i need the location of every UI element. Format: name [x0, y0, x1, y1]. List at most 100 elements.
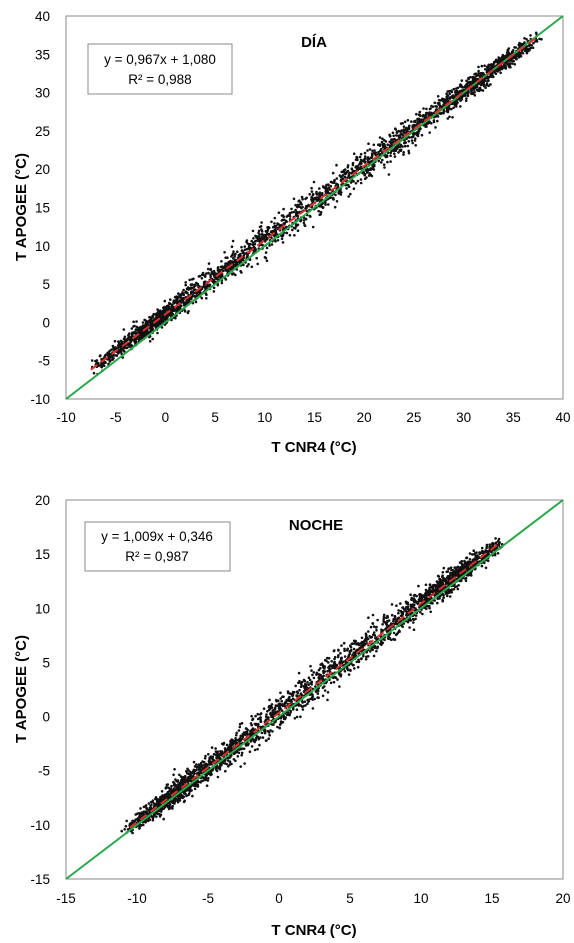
scatter-point — [290, 700, 293, 704]
scatter-point — [158, 309, 162, 313]
scatter-point — [415, 133, 419, 136]
scatter-point — [220, 281, 224, 285]
chart-dia: -10 -5 0 5 10 15 20 25 30 35 40 -10-50510152025303… — [13, 9, 571, 456]
scatter-point — [339, 651, 342, 655]
scatter-point — [117, 345, 121, 349]
scatter-point — [338, 685, 341, 688]
scatter-point — [412, 594, 416, 597]
scatter-point — [185, 299, 189, 303]
scatter-point — [281, 241, 285, 244]
scatter-point — [283, 218, 286, 222]
scatter-point — [436, 601, 439, 605]
scatter-point — [408, 626, 411, 629]
scatter-point — [156, 308, 159, 311]
scatter-point — [310, 190, 314, 193]
scatter-point — [459, 566, 462, 569]
scatter-point — [532, 41, 535, 45]
scatter-point — [290, 207, 293, 211]
scatter-point — [333, 666, 337, 670]
x-tick-label: 35 — [506, 410, 521, 425]
scatter-point — [488, 543, 492, 546]
scatter-point — [372, 631, 376, 634]
scatter-point — [184, 283, 187, 287]
scatter-point — [380, 639, 383, 643]
scatter-point — [224, 769, 227, 773]
scatter-point — [155, 815, 158, 818]
scatter-point — [417, 129, 421, 132]
scatter-point — [192, 294, 196, 298]
scatter-point — [152, 815, 155, 818]
scatter-point — [250, 714, 253, 718]
scatter-point — [390, 603, 394, 606]
scatter-point — [247, 742, 250, 746]
scatter-point — [295, 694, 298, 698]
y-tick-label: 0 — [42, 315, 50, 330]
scatter-point — [391, 131, 395, 135]
scatter-point — [151, 337, 154, 341]
scatter-point — [412, 134, 415, 138]
scatter-point — [139, 807, 142, 810]
scatter-point — [327, 203, 330, 206]
scatter-point — [159, 810, 163, 813]
scatter-point — [407, 149, 411, 153]
scatter-point — [436, 574, 440, 578]
scatter-point — [397, 151, 400, 154]
scatter-point — [501, 53, 505, 57]
scatter-point — [306, 205, 309, 208]
scatter-point — [306, 702, 309, 705]
scatter-point — [249, 242, 252, 246]
scatter-point — [362, 171, 366, 174]
scatter-point — [448, 115, 451, 119]
x-tick-label: 30 — [456, 410, 471, 425]
scatter-point — [493, 553, 497, 557]
scatter-point — [184, 281, 187, 284]
scatter-point — [282, 207, 285, 211]
scatter-point — [464, 576, 468, 580]
scatter-point — [434, 108, 438, 112]
scatter-point — [257, 231, 260, 235]
scatter-point — [523, 37, 526, 40]
scatter-point — [301, 705, 304, 709]
scatter-point — [292, 197, 296, 201]
scatter-point — [113, 347, 117, 350]
scatter-point — [154, 796, 158, 799]
scatter-point — [525, 51, 529, 55]
scatter-point — [369, 160, 373, 163]
scatter-point — [297, 671, 301, 675]
scatter-point — [429, 107, 432, 110]
scatter-point — [253, 722, 257, 726]
scatter-point — [460, 85, 464, 88]
scatter-point — [229, 748, 232, 752]
scatter-point — [183, 799, 186, 803]
scatter-point — [273, 216, 277, 220]
scatter-point — [442, 596, 445, 600]
scatter-point — [187, 777, 190, 781]
scatter-point — [434, 126, 437, 129]
scatter-point — [317, 209, 321, 213]
scatter-point — [192, 285, 196, 289]
scatter-point — [265, 246, 269, 250]
scatter-point — [241, 733, 245, 737]
scatter-point — [359, 178, 363, 181]
scatter-point — [271, 730, 274, 733]
scatter-point — [212, 286, 216, 290]
scatter-point — [300, 195, 304, 199]
scatter-point — [507, 65, 511, 68]
scatter-point — [466, 94, 470, 97]
scatter-point — [188, 300, 191, 303]
scatter-point — [333, 675, 337, 679]
scatter-point — [119, 349, 122, 353]
scatter-point — [120, 352, 123, 356]
scatter-point — [476, 85, 479, 89]
scatter-point — [441, 571, 445, 574]
scatter-point — [198, 274, 202, 278]
scatter-point — [144, 319, 148, 323]
scatter-point — [513, 63, 517, 66]
scatter-point — [521, 52, 525, 55]
scatter-point — [489, 66, 493, 70]
y-tick-label: 25 — [35, 124, 50, 139]
scatter-point — [285, 713, 289, 717]
scatter-point — [339, 674, 343, 678]
scatter-point — [264, 239, 267, 242]
